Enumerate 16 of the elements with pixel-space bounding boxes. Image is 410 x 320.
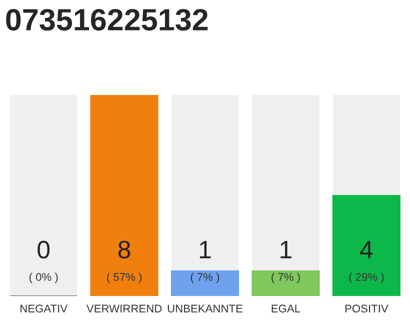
x-tick-label: VERWIRREND [86, 304, 162, 312]
data-label: 0 [38, 240, 50, 258]
annotation: ( 0% ) [29, 272, 58, 284]
x-tick-label: UNBEKANNTE [168, 304, 242, 312]
data-label: 1 [200, 241, 211, 258]
annotation: ( 29% ) [349, 272, 384, 284]
chart-title: 073516225132 [6, 8, 208, 31]
annotation: ( 57% ) [107, 272, 142, 284]
data-label: 8 [118, 240, 130, 258]
x-tick-label: POSITIV [345, 304, 388, 312]
x-tick-label: EGAL [272, 304, 300, 312]
x-tick-label: NEGATIV [20, 304, 68, 312]
annotation: ( 7% ) [190, 272, 220, 284]
data-label: 4 [360, 241, 373, 258]
annotation: ( 7% ) [272, 272, 300, 284]
data-label: 1 [280, 241, 292, 258]
